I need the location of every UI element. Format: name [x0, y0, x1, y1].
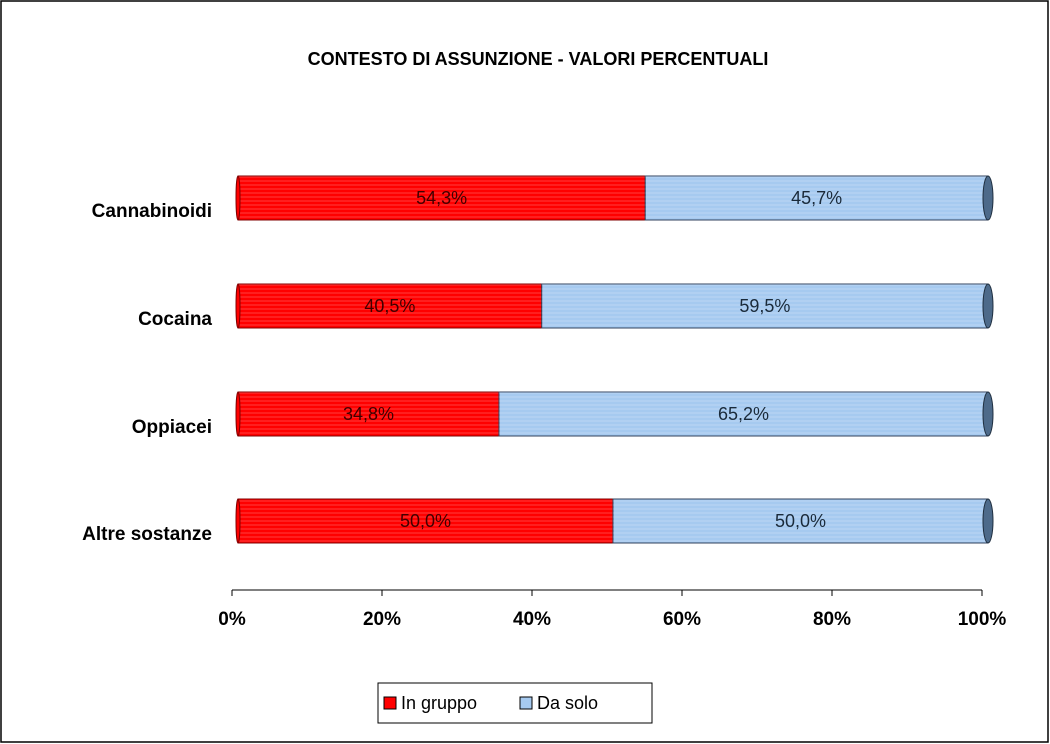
category-label: Cannabinoidi [92, 201, 212, 222]
value-label: 50,0% [775, 511, 826, 531]
value-label: 40,5% [364, 296, 415, 316]
category-label: Oppiacei [132, 417, 212, 438]
value-label: 34,8% [343, 404, 394, 424]
bar-cap [982, 175, 994, 221]
bar-cap-left [235, 175, 241, 221]
value-label: 59,5% [739, 296, 790, 316]
value-label: 65,2% [718, 404, 769, 424]
bar-shade [613, 499, 988, 543]
legend-swatch [519, 696, 533, 710]
x-tick-label: 80% [813, 609, 851, 630]
x-tick-label: 60% [663, 609, 701, 630]
x-tick-label: 100% [958, 609, 1007, 630]
bar-shade [238, 176, 646, 220]
legend-box [377, 682, 653, 724]
category-label: Cocaina [138, 309, 212, 330]
bar-cap-left [235, 391, 241, 437]
bar-cap [982, 391, 994, 437]
legend-label: In gruppo [401, 693, 477, 713]
value-label: 54,3% [416, 188, 467, 208]
bar-shade [499, 392, 988, 436]
category-label: Altre sostanze [82, 524, 212, 545]
bar-shade [238, 499, 613, 543]
bar-cap-left [235, 283, 241, 329]
bar-shade [238, 392, 499, 436]
x-tick-label: 40% [513, 609, 551, 630]
x-tick-label: 0% [218, 609, 246, 630]
value-label: 50,0% [400, 511, 451, 531]
bar-cap [982, 498, 994, 544]
bar-cap-left [235, 498, 241, 544]
legend-label: Da solo [537, 693, 598, 713]
bar-shade [645, 176, 988, 220]
bar-shade [541, 284, 988, 328]
bar-cap [982, 283, 994, 329]
legend-swatch [383, 696, 397, 710]
bar-shade [238, 284, 542, 328]
chart-title: CONTESTO DI ASSUNZIONE - VALORI PERCENTU… [308, 49, 769, 69]
value-label: 45,7% [791, 188, 842, 208]
x-tick-label: 20% [363, 609, 401, 630]
